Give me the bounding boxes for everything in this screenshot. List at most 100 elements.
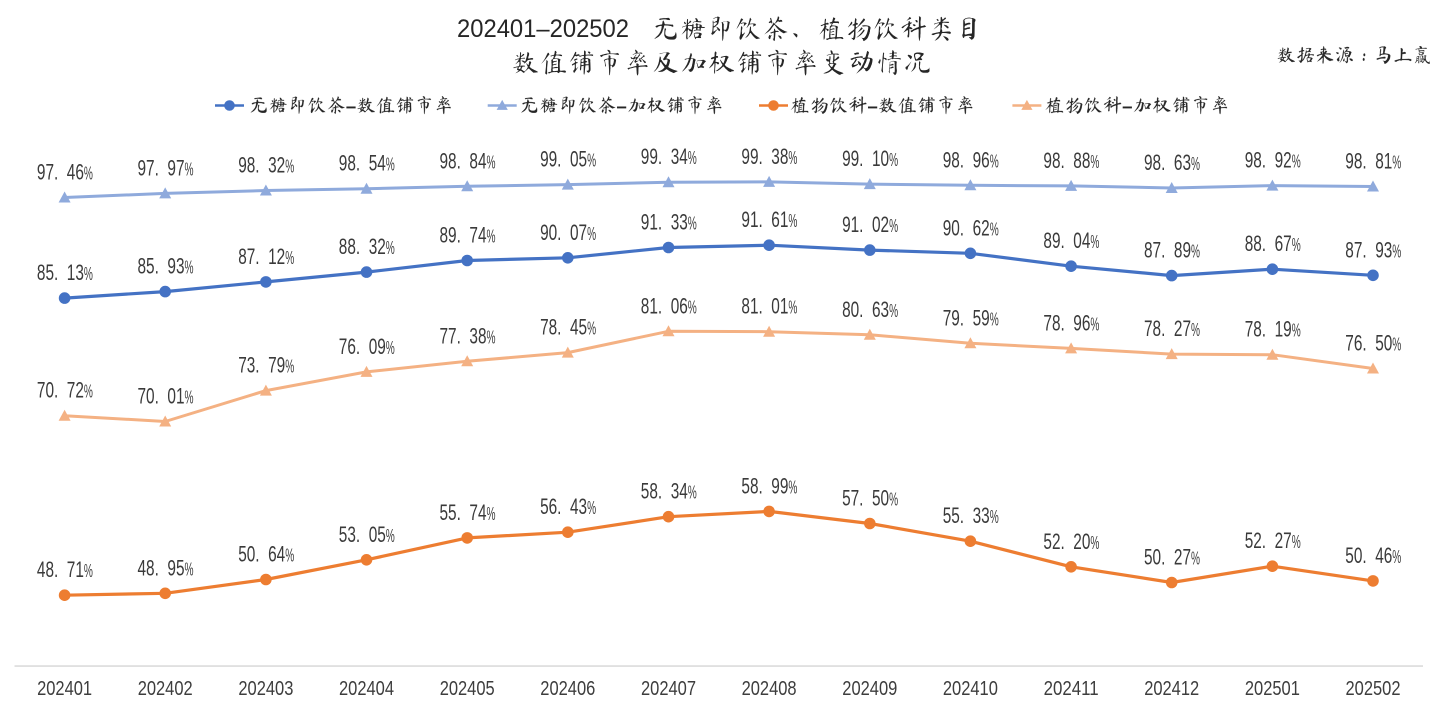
svg-text:202403: 202403 xyxy=(238,678,293,700)
svg-text:%: % xyxy=(889,301,898,321)
svg-text:98. 54: 98. 54 xyxy=(339,151,386,176)
svg-text:%: % xyxy=(285,157,294,177)
svg-text:%: % xyxy=(1090,533,1099,553)
svg-text:%: % xyxy=(1292,532,1301,552)
svg-text:%: % xyxy=(285,546,294,566)
svg-text:%: % xyxy=(487,227,496,247)
svg-text:50. 46: 50. 46 xyxy=(1345,543,1392,568)
svg-text:52. 20: 52. 20 xyxy=(1043,529,1090,554)
svg-text:70. 72: 70. 72 xyxy=(37,378,84,403)
svg-text:%: % xyxy=(587,498,596,518)
svg-text:99. 34: 99. 34 xyxy=(641,144,688,169)
svg-text:79. 59: 79. 59 xyxy=(943,305,990,330)
svg-text:%: % xyxy=(688,214,697,234)
svg-text:%: % xyxy=(386,526,395,546)
svg-text:98. 88: 98. 88 xyxy=(1043,148,1090,173)
svg-text:%: % xyxy=(990,507,999,527)
svg-text:202401: 202401 xyxy=(37,678,92,700)
svg-text:56. 43: 56. 43 xyxy=(540,494,587,519)
svg-text:50. 27: 50. 27 xyxy=(1144,545,1191,570)
svg-text:89. 04: 89. 04 xyxy=(1043,228,1090,253)
svg-text:85. 93: 85. 93 xyxy=(138,254,185,279)
svg-text:%: % xyxy=(788,148,797,168)
svg-text:87. 12: 87. 12 xyxy=(238,244,285,269)
svg-text:%: % xyxy=(185,388,194,408)
svg-text:98. 84: 98. 84 xyxy=(440,148,487,173)
svg-text:%: % xyxy=(1191,320,1200,340)
svg-text:78. 19: 78. 19 xyxy=(1245,317,1292,342)
svg-text:%: % xyxy=(1292,235,1301,255)
svg-text:98. 63: 98. 63 xyxy=(1144,150,1191,175)
svg-text:%: % xyxy=(1392,241,1401,261)
svg-text:202401–202502: 202401–202502 xyxy=(457,15,629,43)
svg-text:%: % xyxy=(285,357,294,377)
svg-text:%: % xyxy=(688,148,697,168)
svg-text:91. 61: 91. 61 xyxy=(741,207,788,232)
svg-text:%: % xyxy=(990,309,999,329)
svg-text:202402: 202402 xyxy=(138,678,193,700)
svg-text:91. 02: 91. 02 xyxy=(842,212,889,237)
svg-text:%: % xyxy=(587,319,596,339)
svg-text:%: % xyxy=(487,152,496,172)
svg-text:91. 33: 91. 33 xyxy=(641,210,688,235)
svg-text:87. 89: 87. 89 xyxy=(1144,238,1191,263)
svg-text:202412: 202412 xyxy=(1144,678,1199,700)
svg-text:52. 27: 52. 27 xyxy=(1245,528,1292,553)
svg-text:%: % xyxy=(688,297,697,317)
svg-text:77. 38: 77. 38 xyxy=(440,323,487,348)
svg-text:90. 07: 90. 07 xyxy=(540,220,587,245)
svg-text:%: % xyxy=(889,216,898,236)
svg-text:78. 96: 78. 96 xyxy=(1043,310,1090,335)
svg-text:%: % xyxy=(185,159,194,179)
svg-text:202409: 202409 xyxy=(842,678,897,700)
svg-text:%: % xyxy=(1292,321,1301,341)
svg-text:99. 05: 99. 05 xyxy=(540,147,587,172)
svg-text:%: % xyxy=(1090,232,1099,252)
svg-text:58. 99: 58. 99 xyxy=(741,473,788,498)
svg-text:89. 74: 89. 74 xyxy=(440,223,487,248)
svg-text:50. 64: 50. 64 xyxy=(238,542,285,567)
svg-text:202405: 202405 xyxy=(440,678,495,700)
svg-text:%: % xyxy=(84,561,93,581)
svg-text:%: % xyxy=(285,248,294,268)
svg-text:88. 32: 88. 32 xyxy=(339,234,386,259)
svg-text:%: % xyxy=(1392,153,1401,173)
svg-text:55. 33: 55. 33 xyxy=(943,503,990,528)
svg-text:80. 63: 80. 63 xyxy=(842,297,889,322)
svg-text:76. 50: 76. 50 xyxy=(1345,331,1392,356)
svg-text:%: % xyxy=(1392,335,1401,355)
svg-text:%: % xyxy=(487,504,496,524)
svg-text:55. 74: 55. 74 xyxy=(440,500,487,525)
svg-text:%: % xyxy=(889,150,898,170)
svg-text:202406: 202406 xyxy=(540,678,595,700)
svg-text:88. 67: 88. 67 xyxy=(1245,231,1292,256)
svg-text:%: % xyxy=(84,164,93,184)
svg-text:%: % xyxy=(990,219,999,239)
svg-text:90. 62: 90. 62 xyxy=(943,215,990,240)
svg-text:%: % xyxy=(1191,242,1200,262)
svg-text:%: % xyxy=(1191,549,1200,569)
svg-text:202411: 202411 xyxy=(1044,678,1099,700)
svg-text:97. 97: 97. 97 xyxy=(138,155,185,180)
svg-text:48. 95: 48. 95 xyxy=(138,555,185,580)
svg-text:%: % xyxy=(889,490,898,510)
svg-text:202404: 202404 xyxy=(339,678,394,700)
svg-text:57. 50: 57. 50 xyxy=(842,486,889,511)
svg-text:48. 71: 48. 71 xyxy=(37,557,84,582)
svg-text:%: % xyxy=(1191,154,1200,174)
svg-text:73. 79: 73. 79 xyxy=(238,353,285,378)
svg-text:%: % xyxy=(185,559,194,579)
svg-text:%: % xyxy=(587,151,596,171)
svg-text:85. 13: 85. 13 xyxy=(37,260,84,285)
svg-text:202410: 202410 xyxy=(943,678,998,700)
svg-text:87. 93: 87. 93 xyxy=(1345,237,1392,262)
svg-text:%: % xyxy=(1392,547,1401,567)
svg-text:76. 09: 76. 09 xyxy=(339,334,386,359)
svg-text:%: % xyxy=(487,327,496,347)
svg-text:99. 10: 99. 10 xyxy=(842,146,889,171)
svg-text:%: % xyxy=(386,238,395,258)
svg-text:%: % xyxy=(788,298,797,318)
svg-text:81. 06: 81. 06 xyxy=(641,293,688,318)
svg-text:99. 38: 99. 38 xyxy=(741,144,788,169)
svg-text:81. 01: 81. 01 xyxy=(741,294,788,319)
